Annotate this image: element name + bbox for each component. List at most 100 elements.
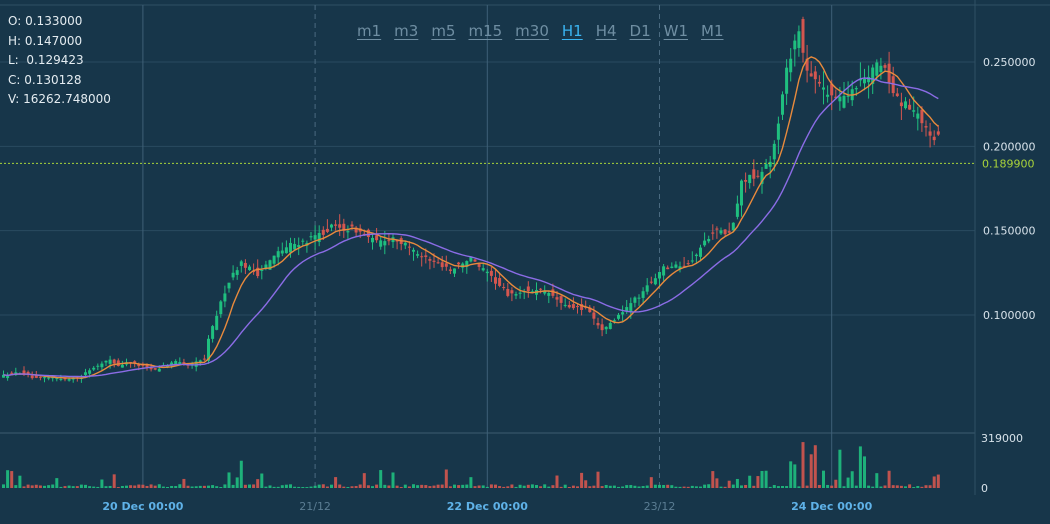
volume-bar-up [235,477,239,488]
volume-bar-up [485,486,489,488]
volume-bar-down [666,484,670,488]
candle-body-up [284,247,288,254]
volume-bar-up [178,484,182,488]
volume-bar-up [215,486,219,488]
volume-bar-up [260,473,264,488]
volume-bar-up [789,461,793,488]
volume-bar-down [375,484,379,488]
volume-bar-up [403,484,407,488]
volume-bar-up [416,485,420,488]
volume-bar-down [936,474,940,488]
candle-body-down [354,227,358,233]
candle-body-down [137,364,141,367]
candle-body-up [174,361,178,365]
volume-bar-up [797,486,801,488]
candle-body-down [252,271,256,273]
volume-bar-up [645,485,649,488]
candle-body-up [198,360,202,363]
volume-bar-up [793,464,797,488]
volume-bar-down [448,486,452,488]
candle-body-down [338,224,342,228]
candle-body-down [133,361,137,363]
candle-body-down [809,73,813,77]
candle-body-up [826,94,830,97]
candle-body-up [854,88,858,90]
volume-bar-up [846,477,850,488]
volume-bar-up [59,486,63,488]
candle-body-down [440,262,444,268]
volume-bar-up [916,486,920,488]
timeframe-m15[interactable]: m15 [468,22,503,40]
volume-bar-down [686,486,690,488]
candle-body-up [223,293,227,302]
volume-bar-down [38,485,42,488]
volume-bar-down [715,478,719,488]
volume-bar-down [502,486,506,488]
volume-bar-down [252,484,256,488]
candle-body-up [645,285,649,292]
candle-body-up [904,101,907,109]
open-label: O: [8,14,22,28]
volume-bar-down [817,484,821,488]
volume-bar-up [719,486,723,488]
moving-average-slow-line [3,77,939,378]
timeframe-mo1[interactable]: M1 [701,22,724,40]
volume-bar-up [231,484,235,488]
candle-body-up [731,222,735,231]
timeframe-h1[interactable]: H1 [561,22,583,40]
candle-body-up [694,254,698,257]
current-price-line-group: 0.189900 [0,157,1035,170]
candle-body-up [530,291,534,293]
volume-bar-down [723,486,727,488]
volume-bar-up [100,479,104,488]
volume-bar-down [457,485,461,488]
timeframe-d1[interactable]: D1 [629,22,651,40]
timeframe-m1[interactable]: m1 [357,22,382,40]
volume-bar-up [391,472,395,488]
volume-bar-up [346,486,350,488]
time-axis-label: 20 Dec 00:00 [102,500,183,513]
timeframe-m5[interactable]: m5 [431,22,456,40]
candle-body-up [871,67,875,84]
candle-body-up [563,304,567,306]
candle-body-down [38,376,42,378]
timeframe-h4[interactable]: H4 [595,22,617,40]
price-tick-label: 0.100000 [983,309,1036,322]
timeframe-m3[interactable]: m3 [394,22,419,40]
volume-bar-down [428,486,432,488]
volume-bar-down [920,486,924,488]
volume-bar-up [658,484,661,488]
candle-body-down [752,169,756,179]
volume-bar-down [928,485,932,488]
candle-body-up [748,174,752,184]
ohlc-readout: O: 0.133000 H: 0.147000 L: 0.129423 C: 0… [8,12,111,110]
volume-bar-down [444,469,448,488]
candle-body-up [346,231,350,233]
volume-label: V: [8,92,20,106]
volume-bars [2,442,940,488]
volume-bar-up [67,485,71,488]
volume-bar-up [43,485,46,488]
candle-body-up [547,292,551,296]
volume-value: 16262.748000 [23,92,111,106]
ohlc-high-row: H: 0.147000 [8,32,111,52]
volume-bar-up [854,485,858,488]
candle-body-down [420,256,424,258]
candle-body-down [424,255,428,257]
volume-tick-label: 319000 [981,432,1023,445]
candle-body-up [633,297,637,303]
volume-bar-up [641,486,645,488]
volume-bar-up [875,473,879,488]
candle-body-down [908,104,912,110]
volume-bar-down [756,476,760,488]
volume-bar-up [125,485,128,488]
volume-bar-up [161,486,165,488]
volume-bar-up [301,486,305,488]
timeframe-w1[interactable]: W1 [663,22,688,40]
volume-bar-up [297,486,301,488]
timeframe-m30[interactable]: m30 [515,22,549,40]
chart-grid [0,0,1050,495]
candle-body-down [510,290,514,294]
volume-bar-up [289,484,292,488]
